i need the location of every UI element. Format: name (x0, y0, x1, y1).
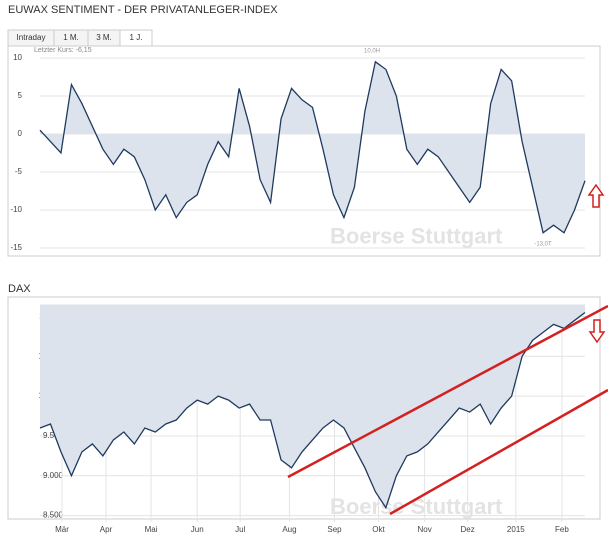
x-tick-label: Jun (191, 525, 204, 534)
tabs (7, 29, 153, 47)
series-line (39, 60, 586, 234)
tab[interactable] (119, 29, 153, 47)
annotation: 10,0H (364, 49, 380, 55)
up-arrow (587, 183, 605, 208)
y-tick-label: -5 (15, 167, 23, 176)
y-tick-label: 8.500 (43, 511, 64, 520)
x-tick-label: Mai (145, 525, 158, 534)
trend-line (287, 304, 608, 479)
last-price: Letzter Kurs: -6,15 (34, 47, 92, 54)
y-tick-label: 9.000 (43, 471, 64, 480)
area-fill (40, 304, 585, 508)
tab-label[interactable]: 3 M. (96, 33, 112, 42)
x-tick-label: Mär (55, 525, 69, 534)
x-tick-label: Feb (555, 525, 569, 534)
y-tick-label: 5 (18, 91, 23, 100)
x-tick-label: Apr (100, 525, 113, 534)
x-tick-label: Dez (460, 525, 474, 534)
tab-label[interactable]: 1 M. (63, 33, 79, 42)
watermark: Boerse Stuttgart (330, 224, 503, 249)
bottom-frame (7, 296, 601, 520)
chart-title: EUWAX SENTIMENT - DER PRIVATANLEGER-INDE… (8, 4, 278, 16)
charts: EUWAX SENTIMENT - DER PRIVATANLEGER-INDE… (8, 4, 586, 534)
x-tick-label: 2015 (507, 525, 525, 534)
series-line (39, 311, 586, 510)
y-tick-label: 9.500 (43, 431, 64, 440)
trend-lines (287, 304, 608, 516)
down-arrow (588, 319, 606, 344)
x-tick-label: Okt (372, 525, 385, 534)
x-tick-label: Aug (282, 525, 296, 534)
x-tick-label: Jul (235, 525, 245, 534)
y-tick-label: 0 (18, 129, 23, 138)
chart-title: DAX (8, 283, 31, 295)
area-fill (40, 61, 585, 233)
y-tick-label: 10 (13, 53, 22, 62)
y-tick-label: -10 (10, 205, 22, 214)
y-tick-label: -15 (10, 243, 22, 252)
annotation: -13,0T (534, 242, 552, 248)
top-frame (7, 45, 601, 257)
tab-label[interactable]: 1 J. (130, 33, 143, 42)
x-tick-label: Nov (418, 525, 432, 534)
tab-label[interactable]: Intraday (17, 33, 46, 42)
x-tick-label: Sep (327, 525, 342, 534)
trend-line (389, 388, 608, 516)
